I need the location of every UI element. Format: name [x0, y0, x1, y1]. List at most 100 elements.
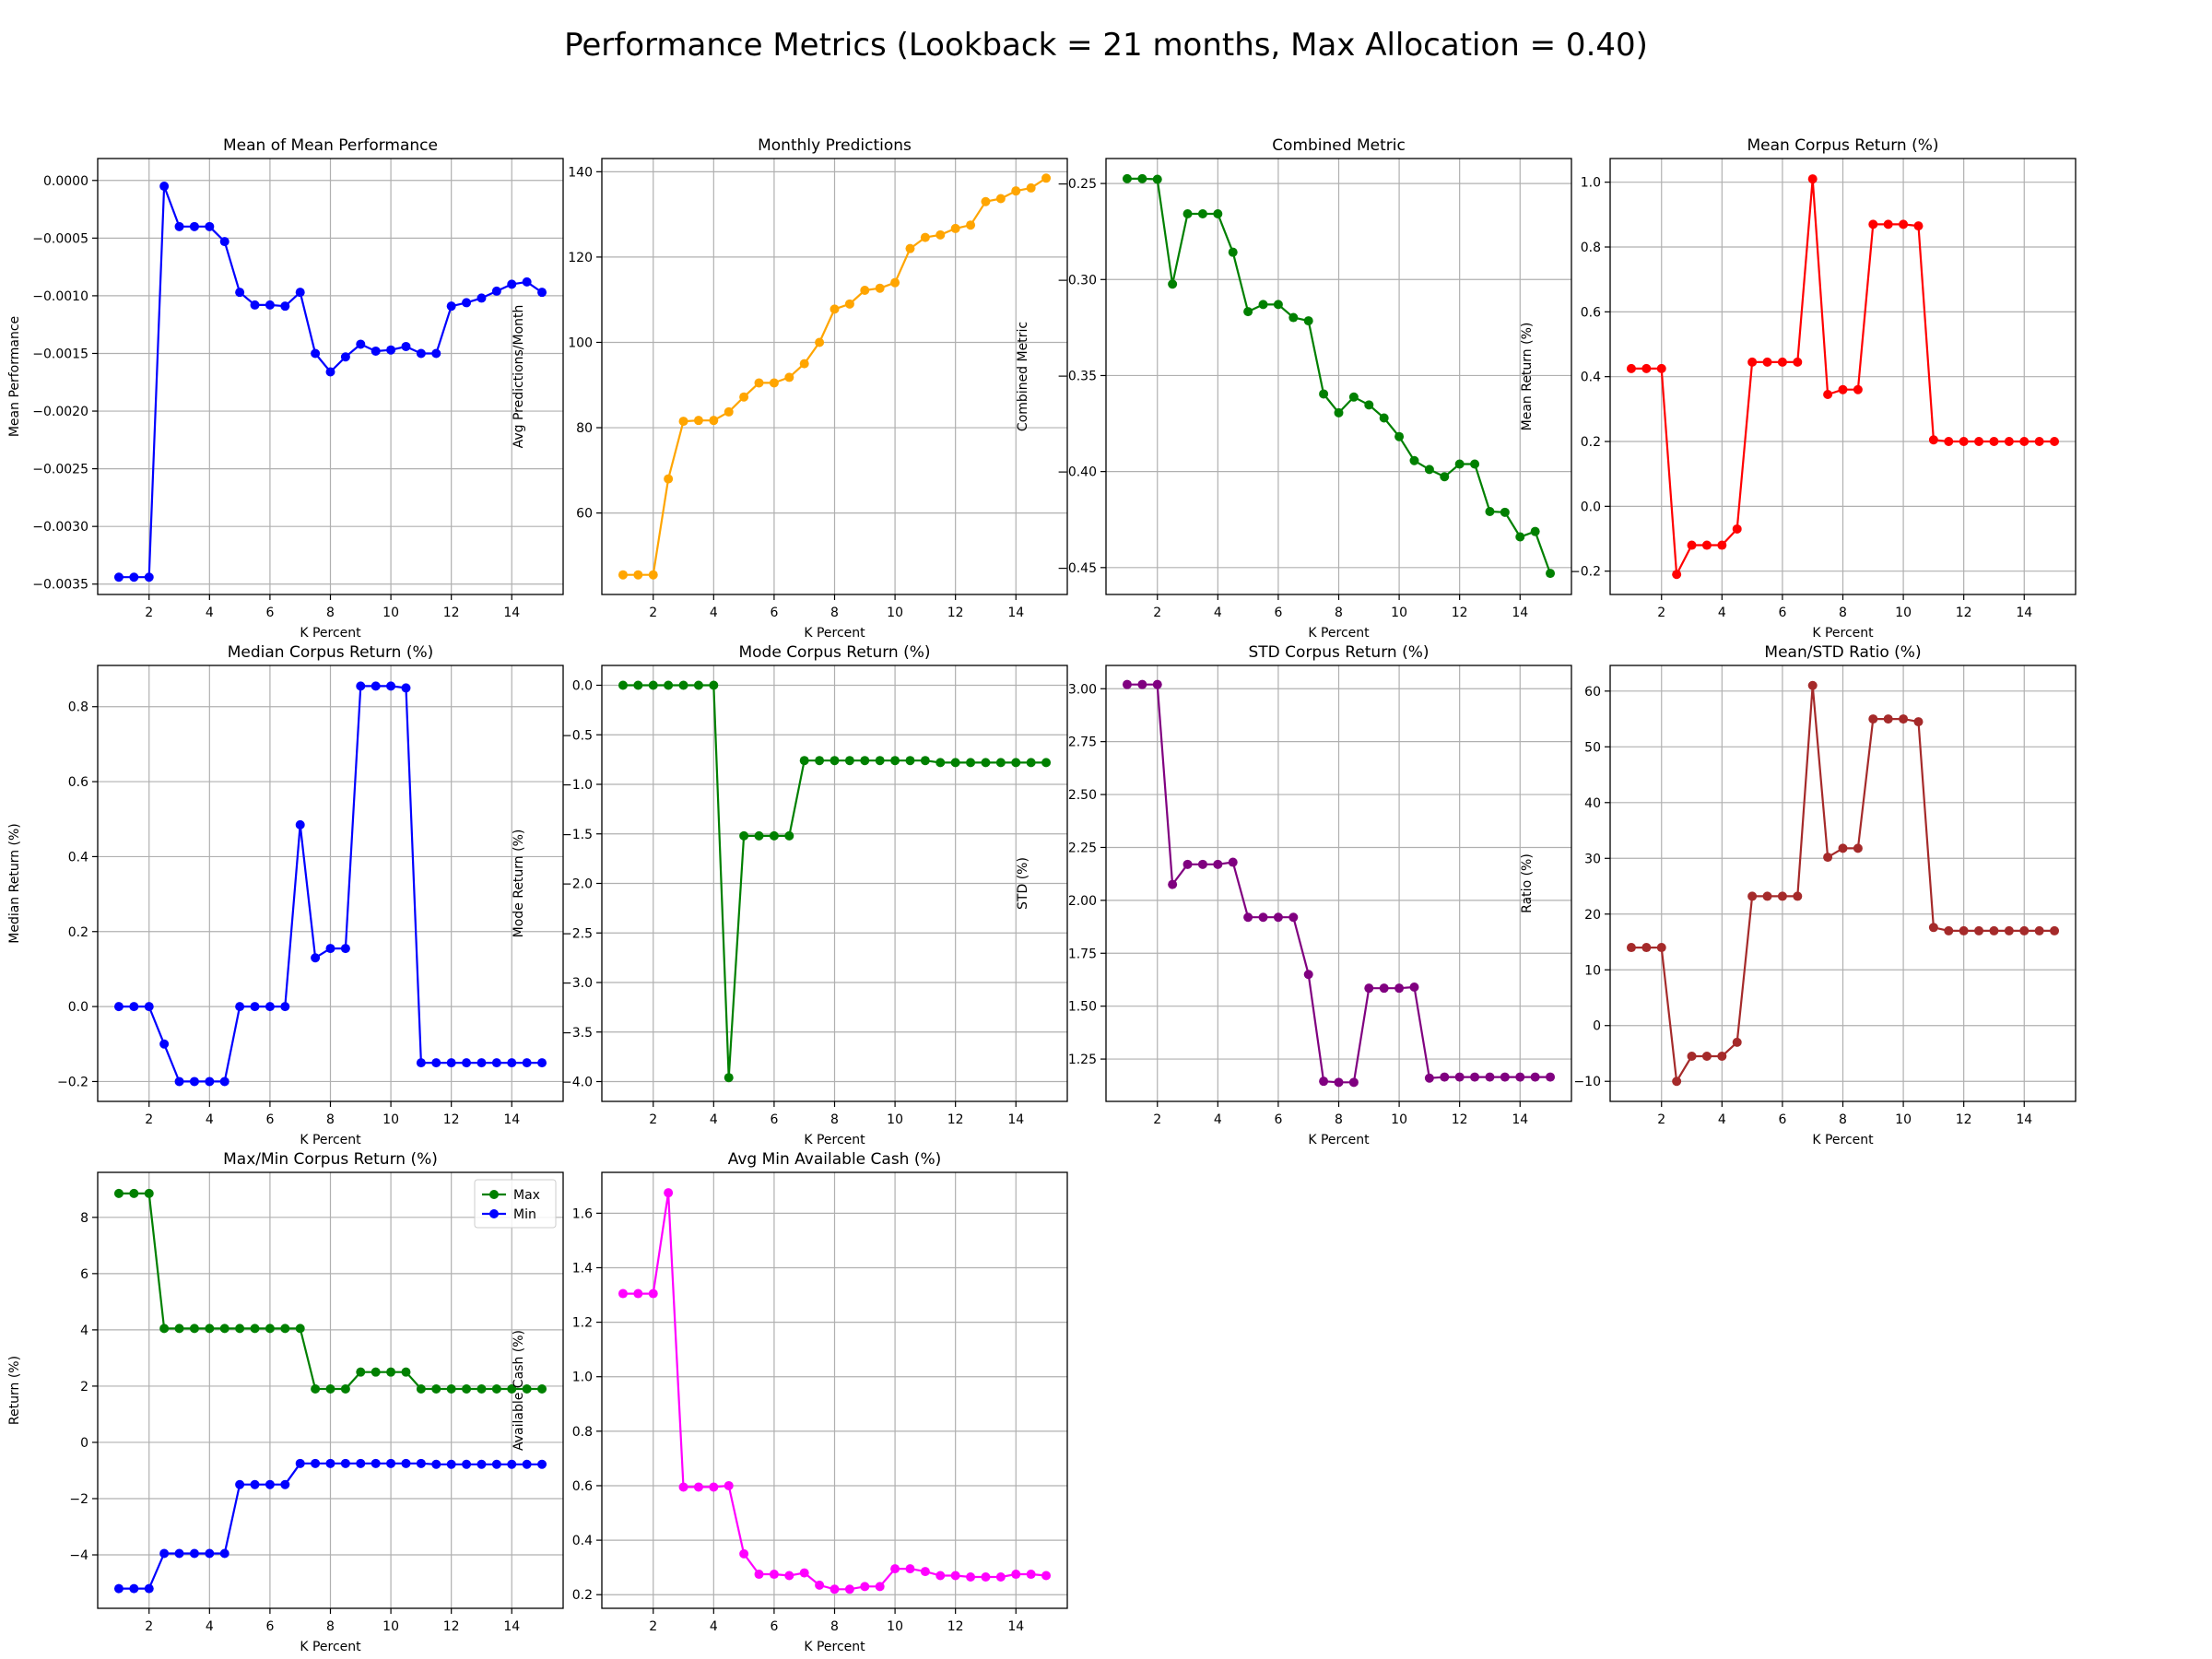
- data-point: [739, 830, 749, 841]
- data-point: [1303, 970, 1313, 980]
- x-tick-label: 6: [265, 606, 274, 620]
- data-point: [2050, 925, 2060, 935]
- x-tick-label: 10: [887, 1619, 903, 1634]
- y-tick-label: 0.0: [68, 1000, 88, 1015]
- data-point: [1364, 983, 1374, 994]
- y-axis-label: Mode Return (%): [512, 830, 526, 938]
- data-point: [1424, 1073, 1434, 1083]
- data-point: [2019, 925, 2030, 935]
- x-tick-label: 2: [649, 1112, 657, 1127]
- data-point: [1732, 524, 1742, 534]
- data-point: [356, 1458, 366, 1468]
- data-point: [113, 1188, 124, 1198]
- y-axis-label: Return (%): [7, 1356, 22, 1425]
- data-point: [311, 1458, 321, 1468]
- y-tick-label: 2.00: [1068, 894, 1097, 909]
- data-point: [189, 1548, 199, 1559]
- y-tick-label: 2: [80, 1380, 88, 1394]
- data-point: [1777, 357, 1787, 367]
- y-tick-label: −4: [69, 1548, 88, 1563]
- data-point: [693, 680, 703, 690]
- data-point: [1656, 943, 1666, 953]
- data-point: [371, 1367, 381, 1377]
- y-tick-label: 10: [1584, 963, 1601, 978]
- data-point: [935, 1571, 946, 1581]
- y-tick-label: −4.0: [561, 1076, 593, 1090]
- data-point: [1273, 300, 1283, 310]
- data-point: [1546, 1072, 1556, 1082]
- data-point: [537, 1058, 547, 1068]
- data-point: [1717, 540, 1727, 550]
- y-tick-label: −3.5: [561, 1026, 593, 1041]
- x-tick-label: 14: [2016, 1112, 2032, 1127]
- y-tick-label: 0.6: [572, 1479, 593, 1494]
- y-tick-label: −0.0025: [32, 463, 88, 477]
- x-tick-label: 12: [1452, 1112, 1468, 1127]
- data-point: [860, 286, 870, 296]
- data-point: [1944, 925, 1954, 935]
- x-tick-label: 6: [265, 1112, 274, 1127]
- y-tick-label: −10: [1573, 1075, 1601, 1089]
- data-point: [401, 1458, 411, 1468]
- data-point: [159, 1548, 170, 1559]
- y-tick-label: 120: [568, 251, 593, 265]
- x-tick-label: 8: [830, 606, 839, 620]
- y-tick-label: −1.5: [561, 828, 593, 842]
- data-point: [1288, 312, 1299, 323]
- x-tick-label: 6: [1274, 1112, 1282, 1127]
- x-tick-label: 10: [1391, 1112, 1407, 1127]
- x-tick-label: 8: [830, 1112, 839, 1127]
- data-point: [1853, 384, 1863, 394]
- data-point: [1777, 891, 1787, 901]
- data-point: [966, 220, 976, 230]
- data-point: [416, 1058, 426, 1068]
- x-tick-label: 4: [1718, 606, 1726, 620]
- data-point: [250, 300, 260, 310]
- data-point: [1424, 465, 1434, 475]
- chart-title: Mean of Mean Performance: [223, 136, 438, 155]
- data-point: [371, 681, 381, 691]
- data-point: [1213, 859, 1223, 869]
- data-point: [1868, 219, 1878, 229]
- data-point: [462, 1459, 472, 1469]
- data-point: [205, 1548, 215, 1559]
- chart-panel: 2 4 6 8 10 12 14 1.25 1.50 1.75 2.00 2.25 2.50 2.75 3.…: [1016, 643, 1572, 1147]
- data-point: [905, 243, 915, 253]
- chart-panel: 2 4 6 8 10 12 14 60 80 100 120 140 Monthly Predictio…: [512, 136, 1068, 641]
- data-point: [1409, 455, 1419, 465]
- y-tick-label: 0.8: [68, 700, 88, 715]
- data-point: [739, 1548, 749, 1559]
- legend-label: Max: [513, 1188, 540, 1203]
- y-tick-label: 1.4: [572, 1261, 593, 1276]
- x-tick-label: 6: [265, 1619, 274, 1634]
- data-point: [1626, 363, 1636, 373]
- chart-title: Mean Corpus Return (%): [1747, 136, 1938, 155]
- y-tick-label: 20: [1584, 908, 1601, 923]
- x-tick-label: 4: [206, 606, 214, 620]
- data-point: [905, 756, 915, 766]
- data-point: [1379, 413, 1389, 423]
- y-tick-label: 0.2: [572, 1588, 593, 1603]
- x-tick-label: 2: [1153, 1112, 1161, 1127]
- data-point: [340, 1458, 350, 1468]
- data-point: [844, 299, 854, 309]
- y-tick-label: 80: [576, 421, 593, 436]
- chart-panel: 2 4 6 8 10 12 14 0.2 0.4 0.6 0.8 1.0 1.2 1.4 1.6 Avg Mi…: [512, 1150, 1068, 1654]
- data-point: [507, 1383, 517, 1394]
- data-point: [174, 1324, 184, 1334]
- axes-frame: [97, 665, 564, 1102]
- data-point: [356, 681, 366, 691]
- data-point: [235, 1479, 245, 1489]
- data-point: [1137, 679, 1147, 689]
- y-tick-label: 6: [80, 1267, 88, 1282]
- data-point: [1168, 279, 1178, 289]
- x-tick-label: 10: [1895, 606, 1912, 620]
- data-point: [371, 346, 381, 356]
- data-point: [205, 221, 215, 231]
- chart-title: STD Corpus Return (%): [1249, 643, 1430, 662]
- x-tick-label: 4: [206, 1619, 214, 1634]
- y-tick-label: −0.2: [57, 1075, 88, 1089]
- data-point: [462, 1383, 472, 1394]
- y-tick-label: 0.4: [68, 850, 88, 865]
- x-tick-label: 14: [1007, 1112, 1024, 1127]
